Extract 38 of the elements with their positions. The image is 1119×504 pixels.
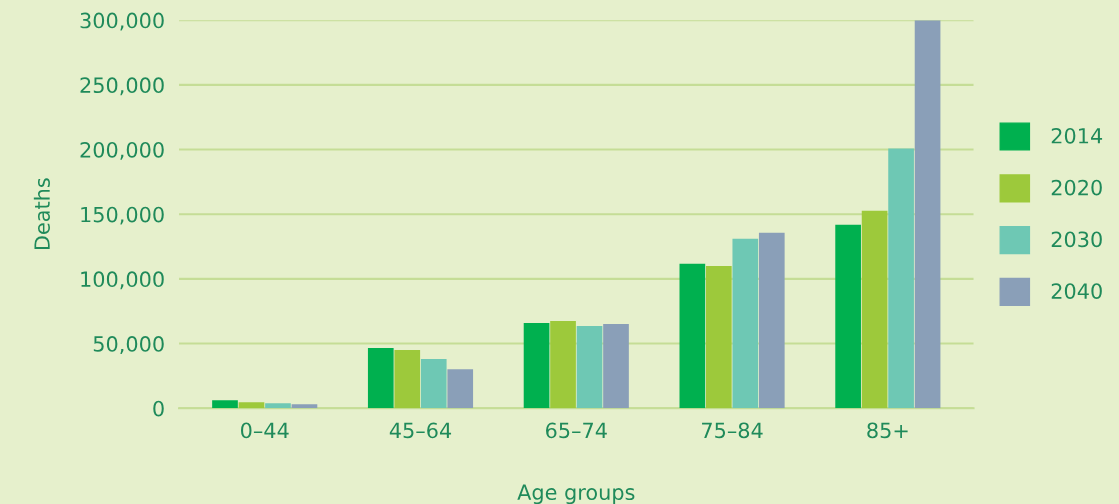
legend-label: 2014 xyxy=(1051,127,1103,144)
bar xyxy=(705,265,732,409)
bar xyxy=(367,348,394,409)
x-axis-title: Age groups xyxy=(517,484,635,504)
y-tick-label: 150,000 xyxy=(81,206,164,225)
bar xyxy=(238,402,265,409)
legend-label: 2020 xyxy=(1051,179,1102,196)
bar xyxy=(212,400,238,409)
y-tick-label: 300,000 xyxy=(80,12,164,31)
bar xyxy=(861,210,888,409)
bar xyxy=(888,148,914,409)
bar xyxy=(758,232,785,409)
x-tick-label: 0–44 xyxy=(241,422,289,439)
bar xyxy=(447,369,474,409)
y-axis-title: Deaths xyxy=(33,178,50,250)
bar xyxy=(914,20,941,409)
bar xyxy=(523,322,550,409)
bar xyxy=(835,224,861,409)
bar xyxy=(576,326,603,409)
y-tick-label: 0 xyxy=(153,400,164,417)
bar xyxy=(265,403,291,409)
bar xyxy=(550,321,576,409)
x-tick-label: 45–64 xyxy=(389,422,452,439)
y-tick-label: 100,000 xyxy=(81,271,164,290)
bar xyxy=(679,263,706,409)
x-tick-label: 85+ xyxy=(867,422,908,439)
bar xyxy=(732,238,759,409)
bar xyxy=(420,359,447,409)
bar xyxy=(603,324,629,409)
bar xyxy=(394,350,421,409)
y-tick-label: 250,000 xyxy=(80,77,164,96)
legend-label: 2030 xyxy=(1051,231,1102,248)
bar xyxy=(291,404,318,409)
x-tick-label: 65–74 xyxy=(546,422,607,439)
y-tick-label: 50,000 xyxy=(93,336,164,354)
y-tick-label: 200,000 xyxy=(80,141,164,160)
legend-label: 2040 xyxy=(1051,283,1102,299)
x-tick-label: 75–84 xyxy=(702,422,763,439)
